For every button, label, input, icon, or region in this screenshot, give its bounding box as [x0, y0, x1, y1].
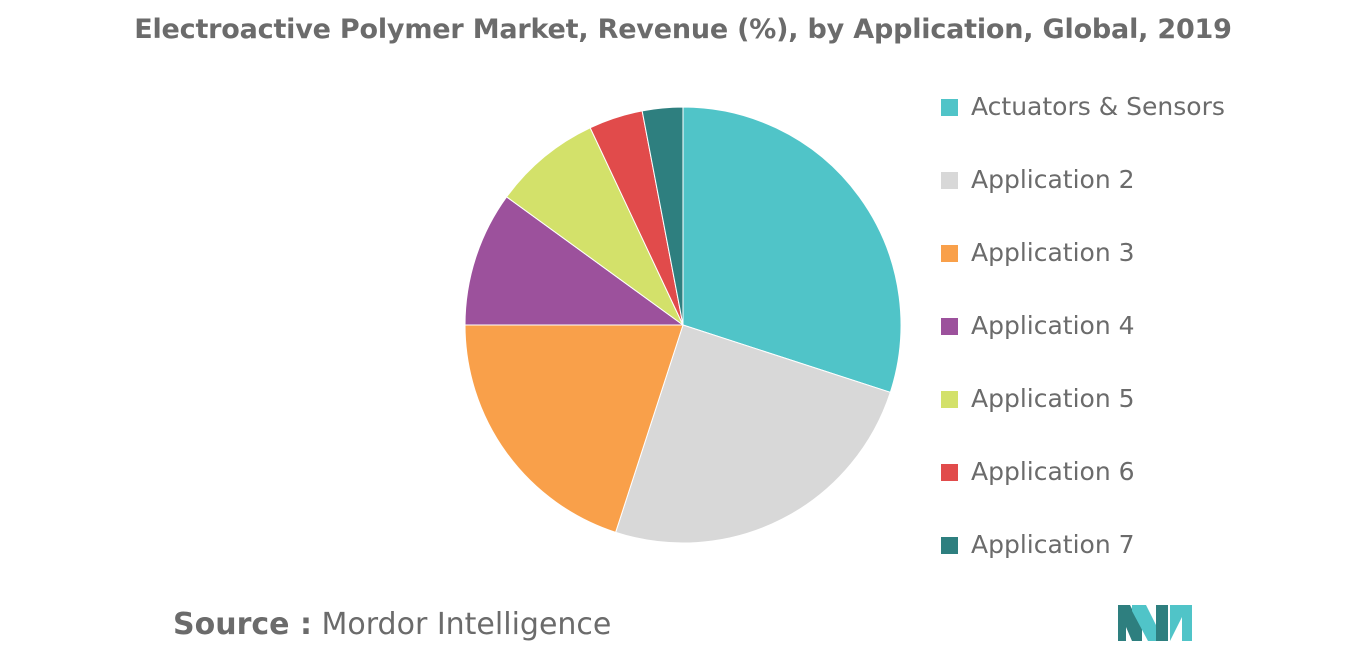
legend-label: Application 6	[971, 457, 1135, 486]
legend-label: Application 5	[971, 384, 1135, 413]
legend-swatch	[941, 464, 958, 481]
source-prefix: Source :	[173, 607, 312, 642]
legend-item[interactable]: Application 4	[941, 308, 1225, 381]
pie-slice-application-7[interactable]	[641, 106, 684, 326]
mordor-intelligence-logo-icon	[1118, 605, 1192, 641]
legend-swatch	[941, 318, 958, 335]
legend-item[interactable]: Application 7	[941, 527, 1225, 600]
legend-label: Application 2	[971, 165, 1135, 194]
source-note: Source : Mordor Intelligence	[173, 607, 611, 642]
logo-shape-right	[1156, 605, 1168, 641]
legend-label: Application 3	[971, 238, 1135, 267]
pie-slice-application-5[interactable]	[505, 127, 684, 326]
legend-item[interactable]: Application 5	[941, 381, 1225, 454]
legend-label: Actuators & Sensors	[971, 92, 1225, 121]
legend-item[interactable]: Actuators & Sensors	[941, 89, 1225, 162]
logo-shape-far	[1170, 605, 1192, 641]
source-name: Mordor Intelligence	[321, 607, 612, 642]
pie-slice-application-3[interactable]	[464, 324, 684, 533]
pie-slice-actuators-sensors[interactable]	[682, 106, 902, 394]
chart-title: Electroactive Polymer Market, Revenue (%…	[134, 14, 1232, 45]
pie-slice-application-2[interactable]	[614, 324, 891, 544]
logo-shape-left	[1118, 605, 1142, 641]
legend-item[interactable]: Application 6	[941, 454, 1225, 527]
legend-swatch	[941, 537, 958, 554]
legend-label: Application 7	[971, 530, 1135, 559]
logo-shape-mid	[1132, 605, 1158, 641]
pie-slice-application-4[interactable]	[464, 196, 685, 326]
legend-swatch	[941, 391, 958, 408]
legend-item[interactable]: Application 3	[941, 235, 1225, 308]
chart-legend: Actuators & Sensors Application 2 Applic…	[941, 89, 1225, 600]
legend-item[interactable]: Application 2	[941, 162, 1225, 235]
legend-swatch	[941, 172, 958, 189]
legend-label: Application 4	[971, 311, 1135, 340]
legend-swatch	[941, 99, 958, 116]
legend-swatch	[941, 245, 958, 262]
